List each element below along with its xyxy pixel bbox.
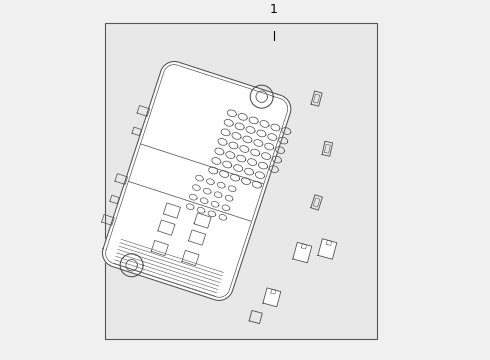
Polygon shape [102, 62, 291, 301]
Bar [105, 23, 377, 338]
Polygon shape [318, 239, 337, 259]
Text: 1: 1 [270, 3, 277, 16]
Polygon shape [293, 242, 312, 263]
Polygon shape [263, 288, 281, 307]
